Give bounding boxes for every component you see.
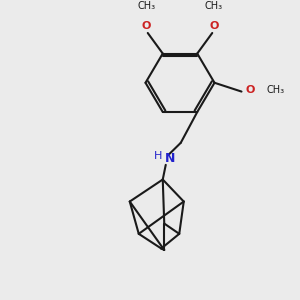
Text: O: O (209, 21, 218, 31)
Text: O: O (245, 85, 255, 95)
Text: O: O (142, 21, 151, 31)
Text: H: H (154, 151, 162, 161)
Text: CH₃: CH₃ (205, 1, 223, 11)
Text: CH₃: CH₃ (137, 1, 155, 11)
Text: N: N (165, 152, 175, 166)
Text: CH₃: CH₃ (266, 85, 284, 95)
